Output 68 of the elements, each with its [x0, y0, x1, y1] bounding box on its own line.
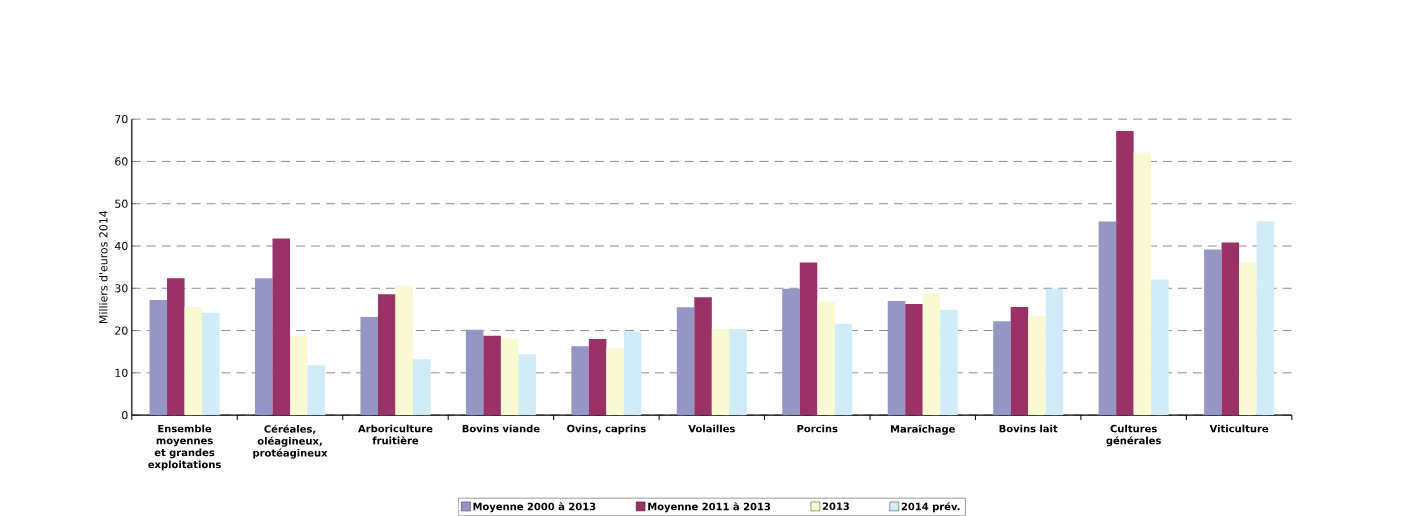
- bar: [202, 312, 220, 416]
- y-tick-label: 10: [115, 368, 128, 378]
- x-tick-label: Bovins lait: [999, 424, 1058, 433]
- bar: [922, 293, 941, 416]
- x-tick-label: Volailles: [688, 424, 735, 433]
- y-tick-label: 70: [115, 115, 128, 124]
- bar: [1239, 262, 1257, 416]
- bar: [1098, 221, 1117, 416]
- bar: [1204, 249, 1222, 416]
- x-tick-label: Porcins: [797, 424, 838, 433]
- bar: [782, 288, 800, 416]
- bar: [307, 365, 326, 416]
- bar: [887, 301, 906, 416]
- bar: [377, 294, 396, 416]
- bar: [465, 329, 484, 416]
- bar: [623, 331, 642, 416]
- bar: [412, 359, 431, 416]
- bar: [500, 338, 519, 416]
- x-tick-label: Cultures générales: [1106, 424, 1161, 447]
- bar: [799, 262, 818, 416]
- bar: [711, 328, 730, 416]
- bar: [360, 317, 378, 416]
- legend-label: 2013: [822, 502, 849, 511]
- bar: [1133, 152, 1152, 416]
- bar: [1221, 242, 1240, 416]
- bar: [1010, 306, 1029, 416]
- bar: [184, 306, 203, 416]
- bar: [1028, 315, 1046, 416]
- bar: [1151, 279, 1169, 416]
- bar: [834, 323, 853, 416]
- legend-label: 2014 prév.: [901, 502, 960, 513]
- bar: [167, 278, 185, 416]
- bar: [905, 304, 923, 416]
- bar: [518, 354, 536, 416]
- bar: [993, 321, 1011, 416]
- bar: [1116, 131, 1134, 416]
- bar: [606, 348, 624, 416]
- y-axis-title: Milliers d'euros 2014: [99, 210, 108, 324]
- bar: [483, 335, 501, 416]
- y-tick-label: 50: [115, 199, 128, 208]
- bar: [588, 339, 607, 416]
- y-tick-label: 0: [122, 411, 128, 420]
- y-tick-label: 30: [115, 284, 128, 293]
- x-tick-label: Ensemble moyennes et grandes exploitations: [148, 424, 221, 471]
- bar: [817, 301, 835, 416]
- x-tick-label: Ovins, caprins: [567, 424, 646, 435]
- bar: [940, 309, 958, 416]
- bar: [255, 278, 273, 416]
- bar: [395, 285, 413, 416]
- bar: [1256, 221, 1275, 416]
- bar: [571, 346, 589, 416]
- y-tick-label: 40: [114, 241, 128, 251]
- y-tick-label: 60: [115, 157, 128, 166]
- legend-label: Moyenne 2011 à 2013: [648, 502, 771, 513]
- x-tick-label: Maraîchage: [891, 424, 955, 435]
- bar: [1045, 288, 1064, 416]
- x-tick-label: Céréales, oléagineux, protéagineux: [253, 424, 328, 459]
- bar: [729, 328, 747, 416]
- legend-label: Moyenne 2000 à 2013: [473, 502, 596, 513]
- bar: [676, 307, 695, 416]
- bar: [149, 300, 168, 416]
- bar: [290, 335, 308, 416]
- x-tick-label: Bovins viande: [462, 424, 540, 433]
- x-tick-label: Arboriculture fruitière: [358, 424, 433, 445]
- bar: [272, 238, 291, 416]
- y-tick-label: 20: [115, 326, 128, 335]
- bar: [694, 297, 712, 416]
- x-tick-label: Viticulture: [1209, 424, 1269, 433]
